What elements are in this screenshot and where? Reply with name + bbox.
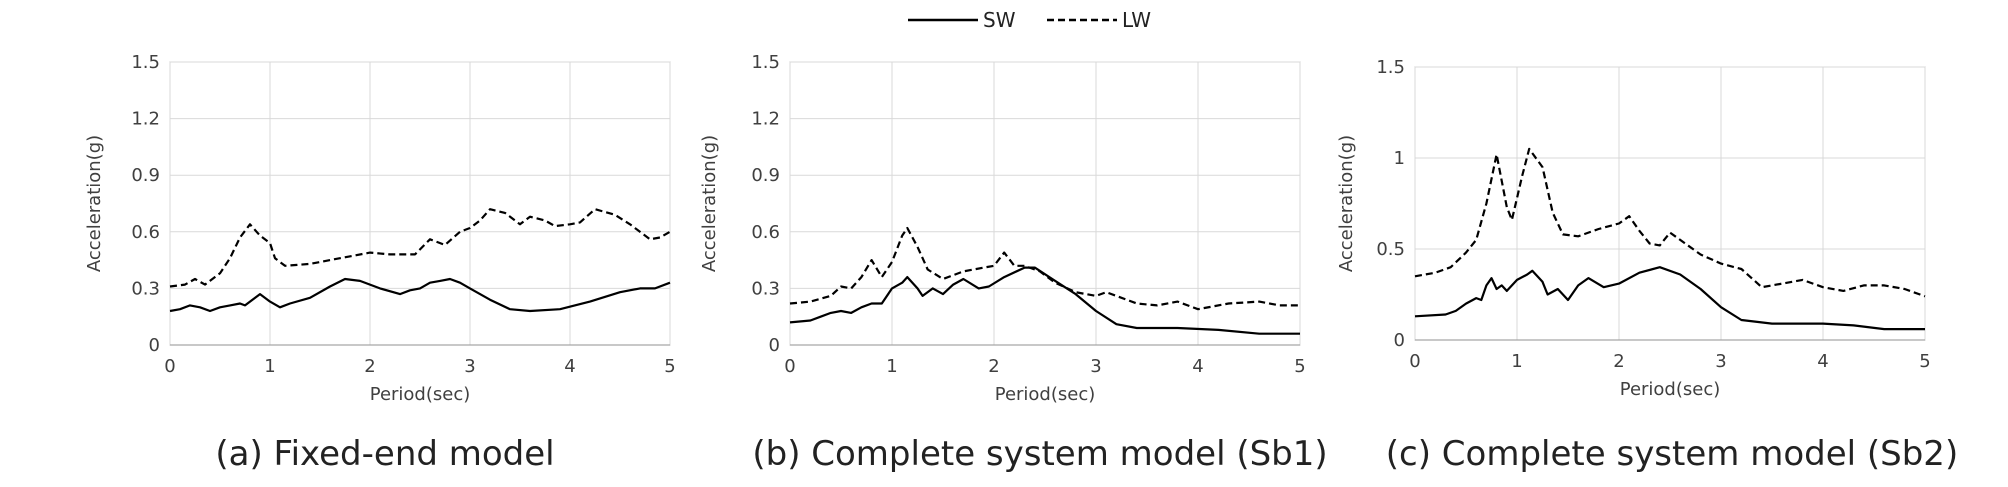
x-tick-label: 2	[1613, 351, 1624, 372]
chart-panel-3: 0 0.5 1 1.5 0 1 2 3 4 5 Period(sec) Acceleration(g)…	[1336, 57, 1958, 474]
plot-area	[1414, 66, 1926, 341]
y-tick-label: 0.9	[751, 165, 780, 186]
x-tick-label: 5	[664, 356, 675, 377]
y-tick-label: 1.5	[131, 52, 160, 73]
x-tick-label: 2	[988, 356, 999, 377]
y-tick-label: 0	[769, 335, 780, 356]
y-tick-label: 1.2	[131, 109, 160, 130]
y-tick-label: 1.5	[1376, 57, 1405, 78]
y-tick-label: 0.3	[751, 278, 780, 299]
y-axis-title: Acceleration(g)	[1336, 135, 1357, 272]
charts-container: 0 0.3 0.6 0.9 1.2 1.5 0 1 2 3 4 5 Period(sec) Acceler…	[84, 52, 1958, 474]
x-axis-title: Period(sec)	[995, 384, 1096, 405]
series-line-lw	[789, 226, 1300, 311]
legend-label-lw: LW	[1122, 8, 1151, 32]
plot-area	[169, 61, 671, 346]
legend-label-sw: SW	[983, 8, 1016, 32]
x-tick-label: 3	[464, 356, 475, 377]
legend: SW LW	[908, 8, 1151, 32]
y-tick-label: 0.6	[751, 222, 780, 243]
x-tick-label: 2	[364, 356, 375, 377]
x-axis-title: Period(sec)	[370, 384, 471, 405]
y-tick-label: 1.2	[751, 109, 780, 130]
x-tick-label: 1	[264, 356, 275, 377]
y-tick-label: 0.3	[131, 278, 160, 299]
chart-panel-2: 0 0.3 0.6 0.9 1.2 1.5 0 1 2 3 4 5 Period(sec) Acceler…	[699, 52, 1328, 474]
x-tick-label: 3	[1090, 356, 1101, 377]
series-line-sw	[1414, 266, 1925, 331]
x-tick-label: 4	[1192, 356, 1203, 377]
chart-caption: (a) Fixed-end model	[215, 434, 554, 474]
chart-caption: (b) Complete system model (Sb1)	[752, 434, 1327, 474]
y-tick-label: 1	[1394, 148, 1405, 169]
y-tick-label: 0.5	[1376, 239, 1405, 260]
y-tick-label: 0.6	[131, 222, 160, 243]
series-line-lw	[169, 208, 671, 288]
x-tick-label: 3	[1715, 351, 1726, 372]
x-tick-label: 4	[564, 356, 575, 377]
x-tick-label: 5	[1294, 356, 1305, 377]
series-line-sw	[789, 266, 1300, 335]
x-axis-title: Period(sec)	[1620, 379, 1721, 400]
series-line-lw	[1414, 147, 1926, 298]
y-axis-title: Acceleration(g)	[84, 135, 105, 272]
x-tick-label: 1	[886, 356, 897, 377]
y-tick-label: 0.9	[131, 165, 160, 186]
x-tick-label: 0	[164, 356, 175, 377]
plot-area	[789, 61, 1301, 346]
y-tick-label: 0	[1394, 330, 1405, 351]
x-tick-label: 5	[1919, 351, 1930, 372]
x-tick-label: 0	[784, 356, 795, 377]
chart-caption: (c) Complete system model (Sb2)	[1386, 434, 1958, 474]
y-axis-title: Acceleration(g)	[699, 135, 720, 272]
x-tick-label: 0	[1409, 351, 1420, 372]
y-tick-label: 1.5	[751, 52, 780, 73]
chart-panel-1: 0 0.3 0.6 0.9 1.2 1.5 0 1 2 3 4 5 Period(sec) Acceler…	[84, 52, 676, 474]
series-line-sw	[169, 277, 671, 313]
y-tick-label: 0	[149, 335, 160, 356]
x-tick-label: 1	[1511, 351, 1522, 372]
x-tick-label: 4	[1817, 351, 1828, 372]
